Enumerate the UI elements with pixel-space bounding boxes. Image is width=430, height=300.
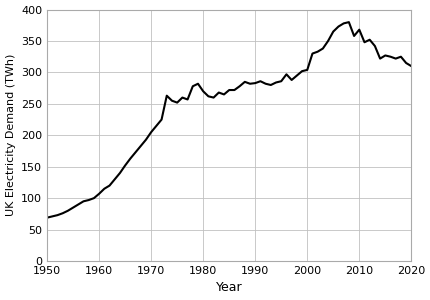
X-axis label: Year: Year [215, 281, 242, 294]
Y-axis label: UK Electricity Demand (TWh): UK Electricity Demand (TWh) [6, 54, 15, 217]
